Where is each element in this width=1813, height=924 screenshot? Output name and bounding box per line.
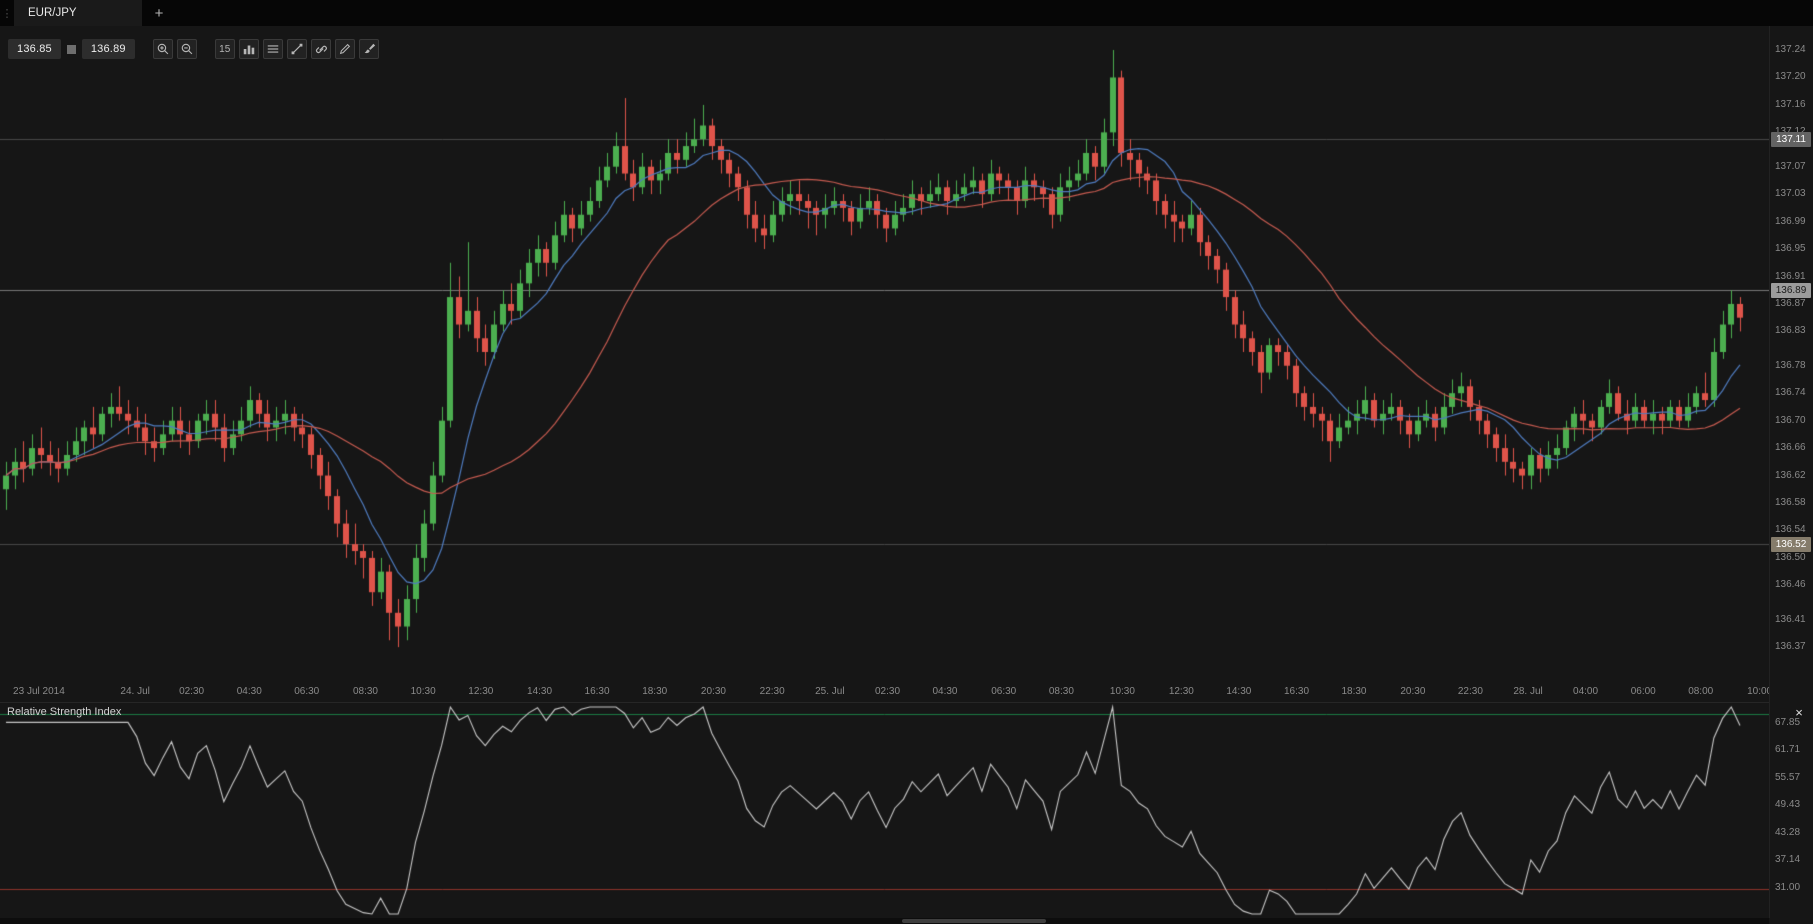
price-tick-label: 136.41 (1775, 613, 1806, 625)
zoom-in-icon (156, 42, 170, 56)
price-tick-label: 136.54 (1775, 524, 1806, 536)
rsi-title: Relative Strength Index (7, 706, 122, 718)
price-tick-label: 136.66 (1775, 442, 1806, 454)
price-tick-label: 136.58 (1775, 496, 1806, 508)
time-axis-label: 04:00 (1573, 686, 1599, 697)
link-icon (314, 42, 328, 56)
time-axis-label: 06:00 (1630, 686, 1656, 697)
time-axis-label: 08:30 (1048, 686, 1074, 697)
indicators-list-icon (266, 42, 280, 56)
price-tick-label: 136.83 (1775, 325, 1806, 337)
time-axis-label: 18:30 (642, 686, 668, 697)
tab-bar: ⋮ EUR/JPY + (0, 0, 1813, 26)
trendline-tool-button[interactable] (286, 39, 307, 59)
rsi-tick-label: 31.00 (1775, 881, 1801, 893)
zoom-out-button[interactable] (176, 39, 197, 59)
zoom-out-icon (180, 42, 194, 56)
rsi-tick-label: 37.14 (1775, 854, 1801, 866)
price-tick-label: 137.03 (1775, 188, 1806, 200)
time-axis-label: 10:00 (1747, 686, 1773, 697)
time-axis-label: 16:30 (1283, 686, 1310, 697)
price-tick-label: 137.12 (1775, 126, 1806, 137)
price-line-tag[interactable]: 137.11 (1771, 132, 1811, 148)
tab-eurjpy[interactable]: EUR/JPY (14, 0, 142, 26)
time-axis-label: 22:30 (1457, 686, 1483, 697)
ask-price-button[interactable]: 136.89 (81, 39, 135, 59)
brush-icon (362, 42, 376, 56)
main-chart-pane[interactable] (0, 26, 1769, 678)
bid-price-button[interactable]: 136.85 (8, 39, 61, 59)
candlestick-chart-canvas[interactable] (0, 26, 1769, 678)
time-axis-label: 20:30 (700, 686, 726, 697)
time-axis-label: 06:30 (991, 686, 1017, 697)
edit-button[interactable] (334, 39, 355, 59)
rsi-tick-label: 43.28 (1775, 826, 1801, 838)
price-line-tag[interactable]: 136.89 (1771, 283, 1811, 299)
time-axis-label: 14:30 (527, 686, 553, 697)
link-button[interactable] (310, 39, 331, 59)
time-axis-label: 24. Jul (120, 686, 150, 697)
time-axis-label: 18:30 (1341, 686, 1367, 697)
price-tick-label: 136.78 (1775, 359, 1806, 371)
rsi-close-button[interactable]: × (1795, 704, 1803, 720)
time-axis-label: 28. Jul (1513, 686, 1543, 697)
chart-toolbar: 136.85 136.89 15 (8, 39, 379, 59)
price-tick-label: 136.37 (1775, 641, 1806, 653)
indicators-button[interactable] (262, 39, 283, 59)
price-axis[interactable]: 137.24 137.20 137.16 137.12 137.07 137.03 136.… (1769, 26, 1813, 918)
bar-chart-icon (242, 42, 256, 56)
rsi-tick-label: 67.85 (1775, 716, 1801, 728)
time-axis-label: 08:00 (1688, 686, 1714, 697)
time-axis-label: 25. Jul (815, 686, 845, 697)
rsi-tick-label: 49.43 (1775, 799, 1801, 811)
trendline-icon (290, 42, 304, 56)
window-grip-icon[interactable]: ⋮ (1, 7, 13, 20)
time-axis-label: 20:30 (1400, 686, 1426, 697)
time-axis-label: 04:30 (236, 686, 262, 697)
price-tick-label: 137.20 (1775, 71, 1806, 83)
time-axis-label: 23 Jul 2014 (13, 686, 65, 697)
chart-scrollbar-handle[interactable] (902, 919, 1046, 923)
time-axis-label: 02:30 (874, 686, 901, 697)
price-tick-label: 136.91 (1775, 270, 1806, 282)
time-axis-label: 22:30 (759, 686, 785, 697)
price-tick-label: 137.07 (1775, 160, 1806, 172)
price-tick-label: 137.16 (1775, 98, 1806, 110)
time-axis-label: 12:30 (1168, 686, 1194, 697)
chart-scrollbar-track[interactable] (0, 918, 1769, 924)
time-axis-label: 10:30 (410, 686, 436, 697)
edit-icon (338, 42, 352, 56)
price-tick-label: 136.87 (1775, 297, 1806, 309)
price-tick-label: 136.46 (1775, 579, 1806, 591)
zoom-in-button[interactable] (152, 39, 173, 59)
spread-icon (66, 44, 76, 54)
price-line-tag[interactable]: 136.52 (1771, 537, 1811, 553)
price-tick-label: 136.62 (1775, 469, 1806, 481)
timeframe-button[interactable]: 15 (214, 39, 235, 59)
rsi-tick-label: 61.71 (1775, 744, 1801, 756)
rsi-chart-canvas[interactable] (0, 703, 1769, 918)
rsi-tick-label: 55.57 (1775, 771, 1801, 783)
price-tick-label: 136.99 (1775, 215, 1806, 227)
price-tick-label: 136.70 (1775, 414, 1806, 426)
time-axis-label: 02:30 (179, 686, 205, 697)
brush-button[interactable] (358, 39, 379, 59)
price-tick-label: 136.95 (1775, 243, 1806, 255)
tab-label: EUR/JPY (28, 7, 77, 19)
time-axis-label: 08:30 (352, 686, 378, 697)
time-axis-label: 12:30 (468, 686, 494, 697)
rsi-pane[interactable]: Relative Strength Index (0, 702, 1769, 918)
chart-type-button[interactable] (238, 39, 259, 59)
time-axis[interactable]: 23 Jul 2014 24. Jul 02:30 04:30 06:30 08:30 10… (0, 678, 1773, 702)
time-axis-label: 06:30 (294, 686, 320, 697)
time-axis-label: 04:30 (932, 686, 958, 697)
price-tick-label: 136.74 (1775, 387, 1806, 399)
time-axis-label: 10:30 (1109, 686, 1135, 697)
time-axis-label: 16:30 (584, 686, 610, 697)
time-axis-label: 14:30 (1226, 686, 1252, 697)
price-tick-label: 136.50 (1775, 551, 1806, 563)
price-tick-label: 137.24 (1775, 44, 1806, 56)
add-tab-button[interactable]: + (154, 4, 164, 22)
